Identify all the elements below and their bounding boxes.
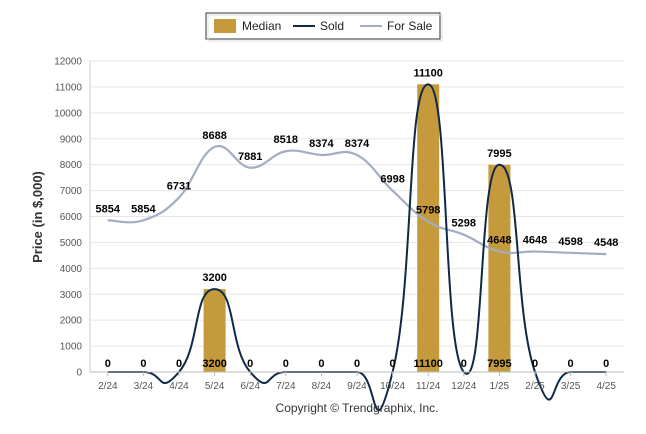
sold-data-label: 0	[461, 358, 467, 370]
sold-data-label: 0	[105, 358, 111, 370]
y-tick-label: 6000	[60, 212, 83, 223]
sold-line	[107, 83, 607, 412]
sold-data-label: 0	[354, 358, 360, 370]
sold-data-label: 0	[390, 358, 396, 370]
sold-data-label: 0	[283, 358, 289, 370]
for-sale-data-label: 5298	[452, 218, 476, 230]
legend-median-swatch	[214, 19, 236, 33]
y-tick-label: 2000	[60, 316, 83, 327]
y-tick-label: 9000	[60, 134, 83, 145]
for-sale-series	[107, 144, 607, 256]
median-bar	[417, 84, 440, 372]
for-sale-data-label: 6731	[167, 181, 191, 193]
for-sale-data-label: 4548	[594, 237, 618, 249]
y-tick-label: 8000	[60, 160, 83, 171]
data-labels: 5854 5854 6731 8688 7881 8518 8374 8374 6998 5798…	[96, 67, 619, 370]
x-tick-label: 2/25	[525, 381, 545, 392]
y-tick-label: 11000	[55, 82, 83, 93]
y-tick-label: 7000	[60, 186, 83, 197]
y-tick-label: 3000	[60, 290, 83, 301]
for-sale-line	[107, 144, 607, 256]
y-tick-label: 5000	[60, 238, 83, 249]
sold-series	[107, 83, 607, 412]
x-tick-label: 4/24	[169, 381, 189, 392]
y-tick-label: 12000	[54, 57, 82, 68]
sold-data-label: 0	[140, 358, 146, 370]
x-tick-label: 8/24	[312, 381, 332, 392]
for-sale-data-label: 4598	[558, 236, 582, 248]
sold-data-label: 0	[568, 358, 574, 370]
y-tick-label: 1000	[60, 342, 83, 353]
for-sale-data-label: 5854	[131, 203, 156, 215]
y-axis-title: Price (in $,000)	[30, 171, 45, 263]
for-sale-data-label: 4648	[523, 235, 547, 247]
for-sale-data-label: 5854	[96, 203, 121, 215]
for-sale-data-label: 7881	[238, 151, 262, 163]
for-sale-data-label: 8374	[345, 138, 370, 150]
axes: 0 1000 2000 3000 4000 5000 6000 7000 8000 9000 100…	[54, 57, 624, 392]
x-tick-label: 6/24	[240, 381, 260, 392]
x-tick-label: 12/24	[451, 381, 476, 392]
y-tick-label: 0	[76, 368, 82, 379]
legend-box	[205, 12, 441, 40]
median-data-label: 3200	[202, 358, 226, 370]
x-tick-label: 10/24	[380, 381, 405, 392]
for-sale-data-label: 8688	[202, 130, 226, 142]
sold-data-label: 3200	[202, 272, 226, 284]
x-tick-label: 3/25	[561, 381, 581, 392]
x-tick-label: 3/24	[134, 381, 154, 392]
x-tick-label: 4/25	[596, 381, 616, 392]
sold-data-label: 0	[532, 358, 538, 370]
for-sale-data-label: 4648	[487, 235, 511, 247]
for-sale-data-label: 6998	[380, 174, 404, 186]
for-sale-data-label: 5798	[416, 205, 440, 217]
x-tick-label: 11/24	[416, 381, 441, 392]
x-tick-label: 2/24	[98, 381, 118, 392]
x-tick-label: 9/24	[347, 381, 367, 392]
for-sale-data-label: 8518	[274, 134, 298, 146]
for-sale-data-label: 8374	[309, 138, 334, 150]
legend-for-sale-label: For Sale	[387, 19, 433, 33]
sold-data-label: 0	[603, 358, 609, 370]
x-tick-label: 5/24	[205, 381, 225, 392]
sold-data-label: 11100	[414, 67, 443, 79]
x-tick-label: 7/24	[276, 381, 296, 392]
legend-sold-label: Sold	[320, 19, 344, 33]
y-tick-label: 10000	[54, 108, 82, 119]
median-data-label: 11100	[414, 358, 443, 370]
sold-data-label: 0	[176, 358, 182, 370]
x-tick-label: 1/25	[490, 381, 510, 392]
legend-shadow	[207, 14, 443, 42]
sold-data-label: 0	[318, 358, 324, 370]
median-bars	[203, 84, 511, 372]
median-bar	[488, 164, 511, 372]
sold-data-label: 0	[247, 358, 253, 370]
median-data-label: 7995	[487, 358, 511, 370]
legend-median-label: Median	[242, 19, 281, 33]
median-bar	[203, 289, 226, 372]
legend: Median Sold For Sale	[205, 12, 443, 42]
grid	[90, 60, 624, 347]
y-tick-label: 4000	[60, 264, 83, 275]
copyright-text: Copyright © Trendgraphix, Inc.	[276, 401, 439, 415]
sold-data-label: 7995	[487, 148, 511, 160]
